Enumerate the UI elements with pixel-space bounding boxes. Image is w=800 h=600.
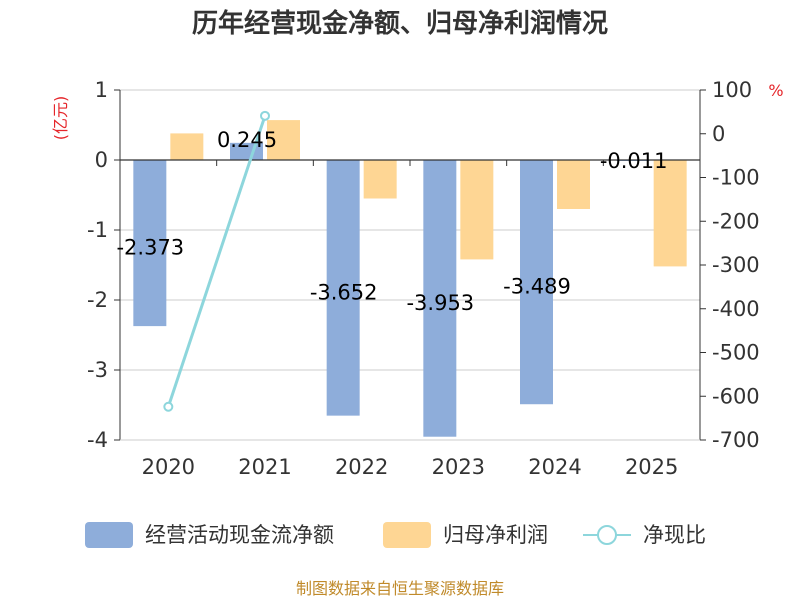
legend-label-ratio: 净现比 xyxy=(643,523,706,547)
right-tick-label: -700 xyxy=(712,428,760,452)
bar-cash-2024 xyxy=(520,160,553,405)
x-tick-label-2023: 2023 xyxy=(432,455,485,479)
right-tick-label: 100 xyxy=(712,78,752,102)
bar-profit-2021 xyxy=(267,120,300,160)
source-note: 制图数据来自恒生聚源数据库 xyxy=(296,579,504,598)
bar-profit-2022 xyxy=(363,160,397,199)
axes: 1 0 -1 -2 -3 -4 100 0 -100 -200 -300 -400 -500 -600 -7… xyxy=(87,78,760,479)
x-tick-label-2025: 2025 xyxy=(625,455,678,479)
x-tick-label-2022: 2022 xyxy=(335,455,388,479)
right-tick-label: -100 xyxy=(712,166,760,190)
bar-cash-2020 xyxy=(133,160,167,327)
data-labels: -2.373 0.245 -3.652 -3.953 -3.489 -0.011 xyxy=(116,128,667,315)
left-tick-label: -4 xyxy=(87,428,108,452)
data-label-2021: 0.245 xyxy=(217,128,277,152)
bar-profit-2024 xyxy=(557,160,590,209)
data-label-2025: -0.011 xyxy=(600,149,668,173)
left-axis-unit: (亿元) xyxy=(51,96,70,141)
x-tick-label-2020: 2020 xyxy=(142,455,195,479)
left-tick-label: -1 xyxy=(87,218,108,242)
bar-profit-2023 xyxy=(460,160,494,260)
left-tick-label: 1 xyxy=(95,78,108,102)
legend-swatch-profit xyxy=(383,522,431,548)
right-tick-label: -600 xyxy=(712,384,760,408)
right-tick-label: -200 xyxy=(712,209,760,233)
data-label-2022: -3.652 xyxy=(310,280,378,304)
legend: 经营活动现金流净额 归母净利润 净现比 xyxy=(85,522,706,548)
left-tick-label: 0 xyxy=(95,148,108,172)
right-axis-unit: % xyxy=(768,81,783,100)
bar-profit-2020 xyxy=(170,133,204,160)
bar-profit-2025 xyxy=(653,160,687,267)
x-tick-label-2021: 2021 xyxy=(238,455,291,479)
right-tick-label: 0 xyxy=(712,122,725,146)
data-label-2020: -2.373 xyxy=(116,236,184,260)
ratio-point-2020 xyxy=(163,401,174,412)
right-tick-label: -300 xyxy=(712,253,760,277)
ratio-line-path xyxy=(166,115,267,408)
legend-ratio-marker xyxy=(597,525,617,545)
legend-label-cash: 经营活动现金流净额 xyxy=(145,523,334,547)
data-label-2024: -3.489 xyxy=(503,275,571,299)
bars xyxy=(133,120,687,437)
left-tick-label: -3 xyxy=(87,358,108,382)
legend-label-profit: 归母净利润 xyxy=(443,523,548,547)
legend-swatch-cash xyxy=(85,522,133,548)
data-label-2023: -3.953 xyxy=(406,291,474,315)
right-tick-label: -500 xyxy=(712,341,760,365)
right-tick-label: -400 xyxy=(712,297,760,321)
bar-cash-2023 xyxy=(423,160,457,437)
x-tick-label-2024: 2024 xyxy=(528,455,581,479)
gridlines xyxy=(120,89,700,441)
ratio-line xyxy=(163,110,270,412)
chart-title: 历年经营现金净额、归母净利润情况 xyxy=(192,8,608,39)
left-tick-label: -2 xyxy=(87,288,108,312)
ratio-point-2021 xyxy=(260,110,270,121)
bar-cash-2022 xyxy=(326,160,360,416)
